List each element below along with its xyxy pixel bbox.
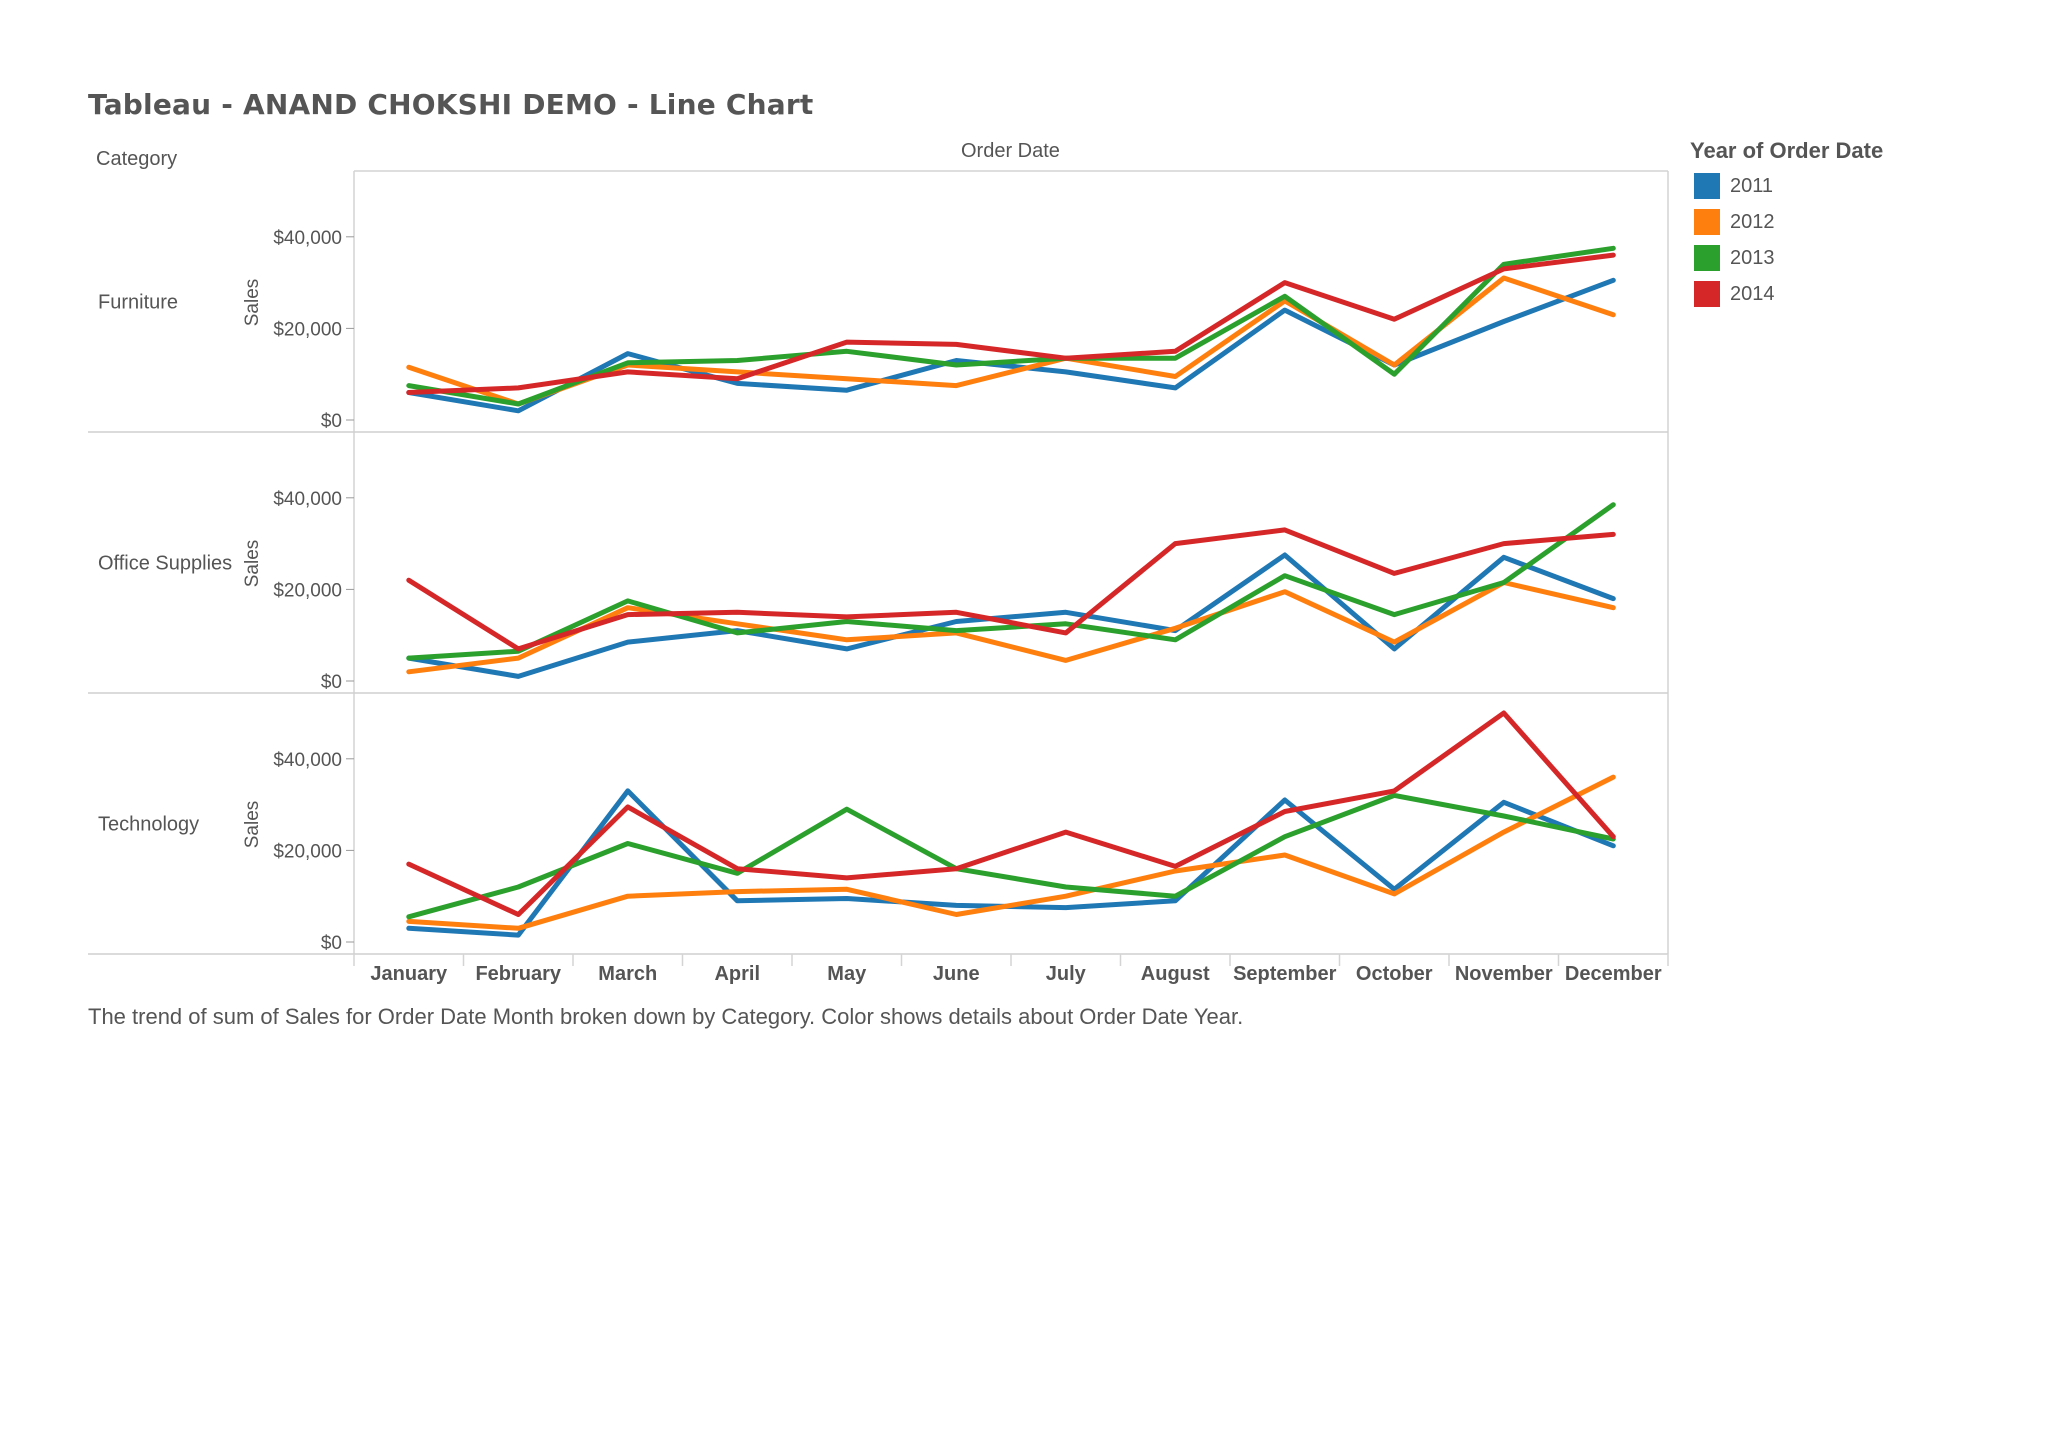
legend-item-2011[interactable]: 2011 [1690, 168, 1883, 204]
y-tick-label: $0 [321, 672, 342, 693]
y-tick-label: $40,000 [273, 228, 342, 249]
series-line-2013[interactable] [406, 502, 1616, 661]
y-axis-title: Sales [242, 279, 263, 327]
series-line-2012[interactable] [406, 580, 1616, 675]
x-tick-label: January [370, 963, 448, 985]
legend-swatch [1694, 245, 1720, 271]
chart-caption: The trend of sum of Sales for Order Date… [88, 1004, 1244, 1029]
series-line-2014[interactable] [406, 252, 1616, 395]
column-header-order-date: Order Date [961, 140, 1060, 162]
legend-label: 2013 [1730, 246, 1775, 269]
x-tick-label: April [714, 963, 760, 985]
series-line-2011[interactable] [406, 552, 1616, 679]
y-tick-label: $20,000 [273, 580, 342, 601]
x-tick-label: June [933, 963, 980, 985]
series-line-2013[interactable] [406, 792, 1616, 920]
page-title: Tableau - ANAND CHOKSHI DEMO - Line Char… [88, 88, 814, 121]
x-tick-label: October [1356, 963, 1433, 985]
series-line-2014[interactable] [406, 527, 1616, 652]
x-tick-label: August [1141, 963, 1210, 985]
y-axis-title: Sales [242, 540, 263, 588]
x-tick-label: May [827, 963, 867, 985]
legend-label: 2011 [1730, 174, 1774, 197]
series-line-2014[interactable] [406, 710, 1616, 917]
x-tick-label: July [1046, 963, 1087, 985]
legend-swatch [1694, 173, 1720, 199]
y-tick-label: $20,000 [273, 319, 342, 340]
x-tick-label: February [475, 963, 561, 985]
x-tick-label: March [598, 963, 657, 985]
y-tick-label: $0 [321, 411, 342, 432]
legend-swatch [1694, 281, 1720, 307]
y-tick-label: $0 [321, 933, 342, 954]
row-label-office-supplies: Office Supplies [98, 553, 232, 575]
series-line-2012[interactable] [406, 774, 1616, 931]
row-label-technology: Technology [98, 814, 199, 836]
y-tick-label: $20,000 [273, 841, 342, 862]
series-line-2011[interactable] [406, 788, 1616, 938]
legend-item-2014[interactable]: 2014 [1690, 276, 1883, 312]
legend: Year of Order Date 2011 2012 2013 2014 [1690, 138, 1883, 312]
legend-title: Year of Order Date [1690, 138, 1884, 163]
legend-item-2013[interactable]: 2013 [1690, 240, 1883, 276]
x-tick-label: December [1565, 963, 1662, 985]
x-tick-label: November [1455, 963, 1553, 985]
legend-item-2012[interactable]: 2012 [1690, 204, 1883, 240]
legend-label: 2014 [1730, 282, 1775, 305]
row-header-category: Category [96, 148, 178, 170]
row-label-furniture: Furniture [98, 292, 178, 314]
x-tick-label: September [1233, 963, 1337, 985]
y-tick-label: $40,000 [273, 489, 342, 510]
y-tick-label: $40,000 [273, 750, 342, 771]
series-line-2013[interactable] [406, 245, 1616, 407]
series-line-2012[interactable] [406, 275, 1616, 407]
legend-label: 2012 [1730, 210, 1775, 233]
y-axis-title: Sales [242, 801, 263, 849]
legend-swatch [1694, 209, 1720, 235]
